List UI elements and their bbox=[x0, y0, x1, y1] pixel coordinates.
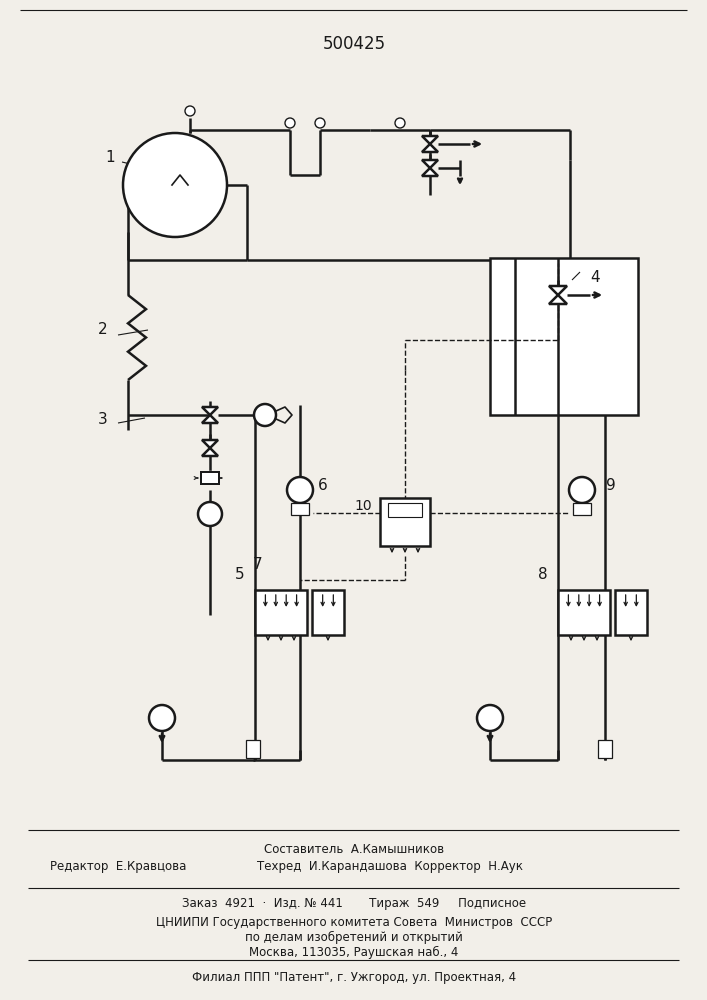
Bar bbox=[312, 590, 344, 635]
Text: Москва, 113035, Раушская наб., 4: Москва, 113035, Раушская наб., 4 bbox=[250, 946, 459, 959]
Polygon shape bbox=[549, 286, 567, 295]
Bar bbox=[201, 472, 219, 484]
Circle shape bbox=[149, 705, 175, 731]
Text: ЦНИИПИ Государственного комитета Совета  Министров  СССР: ЦНИИПИ Государственного комитета Совета … bbox=[156, 916, 552, 929]
Polygon shape bbox=[202, 448, 218, 456]
Bar bbox=[573, 503, 591, 515]
Text: Редактор  Е.Кравцова: Редактор Е.Кравцова bbox=[49, 860, 186, 873]
Circle shape bbox=[315, 118, 325, 128]
Text: Филиал ППП "Патент", г. Ужгород, ул. Проектная, 4: Филиал ППП "Патент", г. Ужгород, ул. Про… bbox=[192, 971, 516, 984]
Circle shape bbox=[123, 133, 227, 237]
Bar bbox=[615, 590, 647, 635]
Polygon shape bbox=[422, 160, 438, 168]
Text: Техред  И.Карандашова  Корректор  Н.Аук: Техред И.Карандашова Корректор Н.Аук bbox=[257, 860, 523, 873]
Text: 4: 4 bbox=[590, 270, 600, 286]
Bar bbox=[388, 503, 422, 517]
Polygon shape bbox=[422, 144, 438, 152]
Text: 3: 3 bbox=[98, 412, 108, 428]
Polygon shape bbox=[202, 407, 218, 415]
Polygon shape bbox=[422, 136, 438, 144]
Text: Заказ  4921  ·  Изд. № 441       Тираж  549     Подписное: Заказ 4921 · Изд. № 441 Тираж 549 Подпис… bbox=[182, 897, 526, 910]
Text: 500425: 500425 bbox=[322, 35, 385, 53]
Circle shape bbox=[287, 477, 313, 503]
Text: 1: 1 bbox=[105, 150, 115, 165]
Circle shape bbox=[395, 118, 405, 128]
Circle shape bbox=[477, 705, 503, 731]
Circle shape bbox=[198, 502, 222, 526]
Bar bbox=[490, 258, 638, 415]
Circle shape bbox=[285, 118, 295, 128]
Text: 7: 7 bbox=[253, 557, 263, 572]
Bar bbox=[246, 740, 260, 758]
Polygon shape bbox=[422, 168, 438, 176]
Bar bbox=[598, 740, 612, 758]
Polygon shape bbox=[202, 440, 218, 448]
Text: 9: 9 bbox=[606, 478, 616, 492]
Circle shape bbox=[254, 404, 276, 426]
Text: Составитель  А.Камышников: Составитель А.Камышников bbox=[264, 843, 444, 856]
Polygon shape bbox=[202, 415, 218, 423]
Text: по делам изобретений и открытий: по делам изобретений и открытий bbox=[245, 931, 463, 944]
Text: 5: 5 bbox=[235, 567, 245, 582]
Polygon shape bbox=[549, 295, 567, 304]
Text: 10: 10 bbox=[354, 499, 372, 513]
Text: 8: 8 bbox=[538, 567, 548, 582]
Bar bbox=[291, 503, 309, 515]
Text: 6: 6 bbox=[318, 478, 328, 492]
Bar bbox=[558, 590, 610, 635]
Circle shape bbox=[185, 106, 195, 116]
Bar bbox=[380, 498, 430, 546]
Text: 2: 2 bbox=[98, 322, 107, 338]
Bar bbox=[255, 590, 307, 635]
Circle shape bbox=[569, 477, 595, 503]
